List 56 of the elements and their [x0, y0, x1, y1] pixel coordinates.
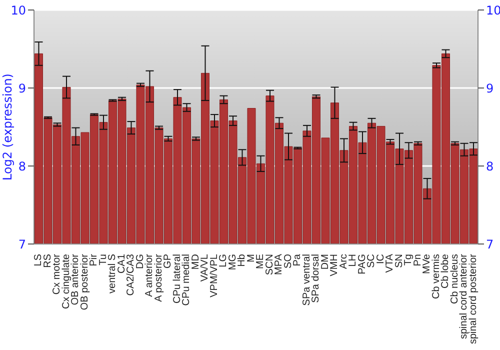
x-tick-label: Cb nucleus — [449, 254, 460, 304]
x-tick-label: LH — [348, 254, 359, 267]
x-tick-label: VA/VL — [200, 254, 211, 282]
y-tick-label: 10 — [10, 3, 26, 18]
x-tick-label: VPM/VPL — [208, 254, 220, 298]
x-tick-label: GP — [162, 254, 174, 268]
x-tick-label: Cb lobe — [440, 254, 452, 288]
x-tick-label: CPu lateral — [172, 254, 183, 304]
y2-tick-label: 9 — [486, 81, 494, 96]
x-tick-label: SCN — [264, 254, 276, 276]
x-tick-label: Pa — [292, 254, 304, 266]
x-tick-label: VTA — [384, 254, 396, 273]
x-tick-label: ME — [255, 254, 266, 269]
x-tick-label: Hb — [236, 254, 248, 267]
x-tick-label: Tg — [403, 254, 414, 266]
x-tick-label: SC — [366, 254, 378, 268]
x-tick-label: Pn — [412, 254, 424, 266]
x-tick-label: OB anterior — [70, 253, 82, 306]
x-tick-label: MPA — [274, 254, 285, 275]
x-tick-label: MG — [227, 254, 238, 270]
x-tick-label: CPu medial — [181, 254, 192, 306]
x-tick-label: SN — [394, 254, 405, 268]
x-tick-label: spinal cord posterior — [468, 253, 479, 344]
x-tick-label: MVe — [422, 254, 433, 274]
x-tick-label: ventral S — [107, 254, 118, 294]
x-tick-label: PAG — [356, 254, 368, 274]
x-tick-label: RS — [42, 254, 54, 268]
x-tick-label: DG — [134, 254, 146, 269]
x-tick-label: LG — [218, 254, 230, 268]
x-tick-label: LS — [33, 254, 44, 266]
x-tick-label: Pir — [88, 253, 100, 266]
y-tick-label: 9 — [18, 81, 26, 96]
x-tick-label: Arc — [338, 254, 350, 269]
x-tick-label: Cx motor — [52, 253, 63, 295]
x-tick-label: CA1 — [116, 254, 128, 274]
x-tick-label: Tu — [98, 254, 109, 266]
x-tick-label: SPa ventral — [301, 254, 312, 306]
x-tick-label: Cx cingulate — [60, 254, 72, 310]
y-tick-label: 7 — [18, 237, 26, 252]
x-tick-label: spinal cord anterior — [458, 253, 470, 340]
y-axis-title: Log2 (expression) — [0, 74, 14, 180]
x-tick-label: A anterior — [144, 253, 156, 297]
x-tick-label: Cb vermis — [430, 254, 442, 300]
x-tick-label: DM — [320, 254, 331, 270]
x-tick-label: SPa dorsal — [310, 254, 322, 303]
y2-tick-label: 7 — [486, 237, 494, 252]
x-tick-label: VMH — [329, 254, 340, 276]
x-tick-label: A posterior — [153, 253, 164, 302]
x-tick-label: MD — [190, 254, 202, 270]
x-tick-label: M — [246, 254, 257, 262]
x-tick-label: OB posterior — [79, 253, 90, 310]
x-tick-label: IC — [375, 254, 386, 264]
x-tick-label: CA2/CA3 — [126, 254, 137, 296]
y-tick-label: 8 — [18, 159, 26, 174]
y2-tick-label: 8 — [486, 159, 494, 174]
x-tick-label: SO — [282, 254, 294, 268]
